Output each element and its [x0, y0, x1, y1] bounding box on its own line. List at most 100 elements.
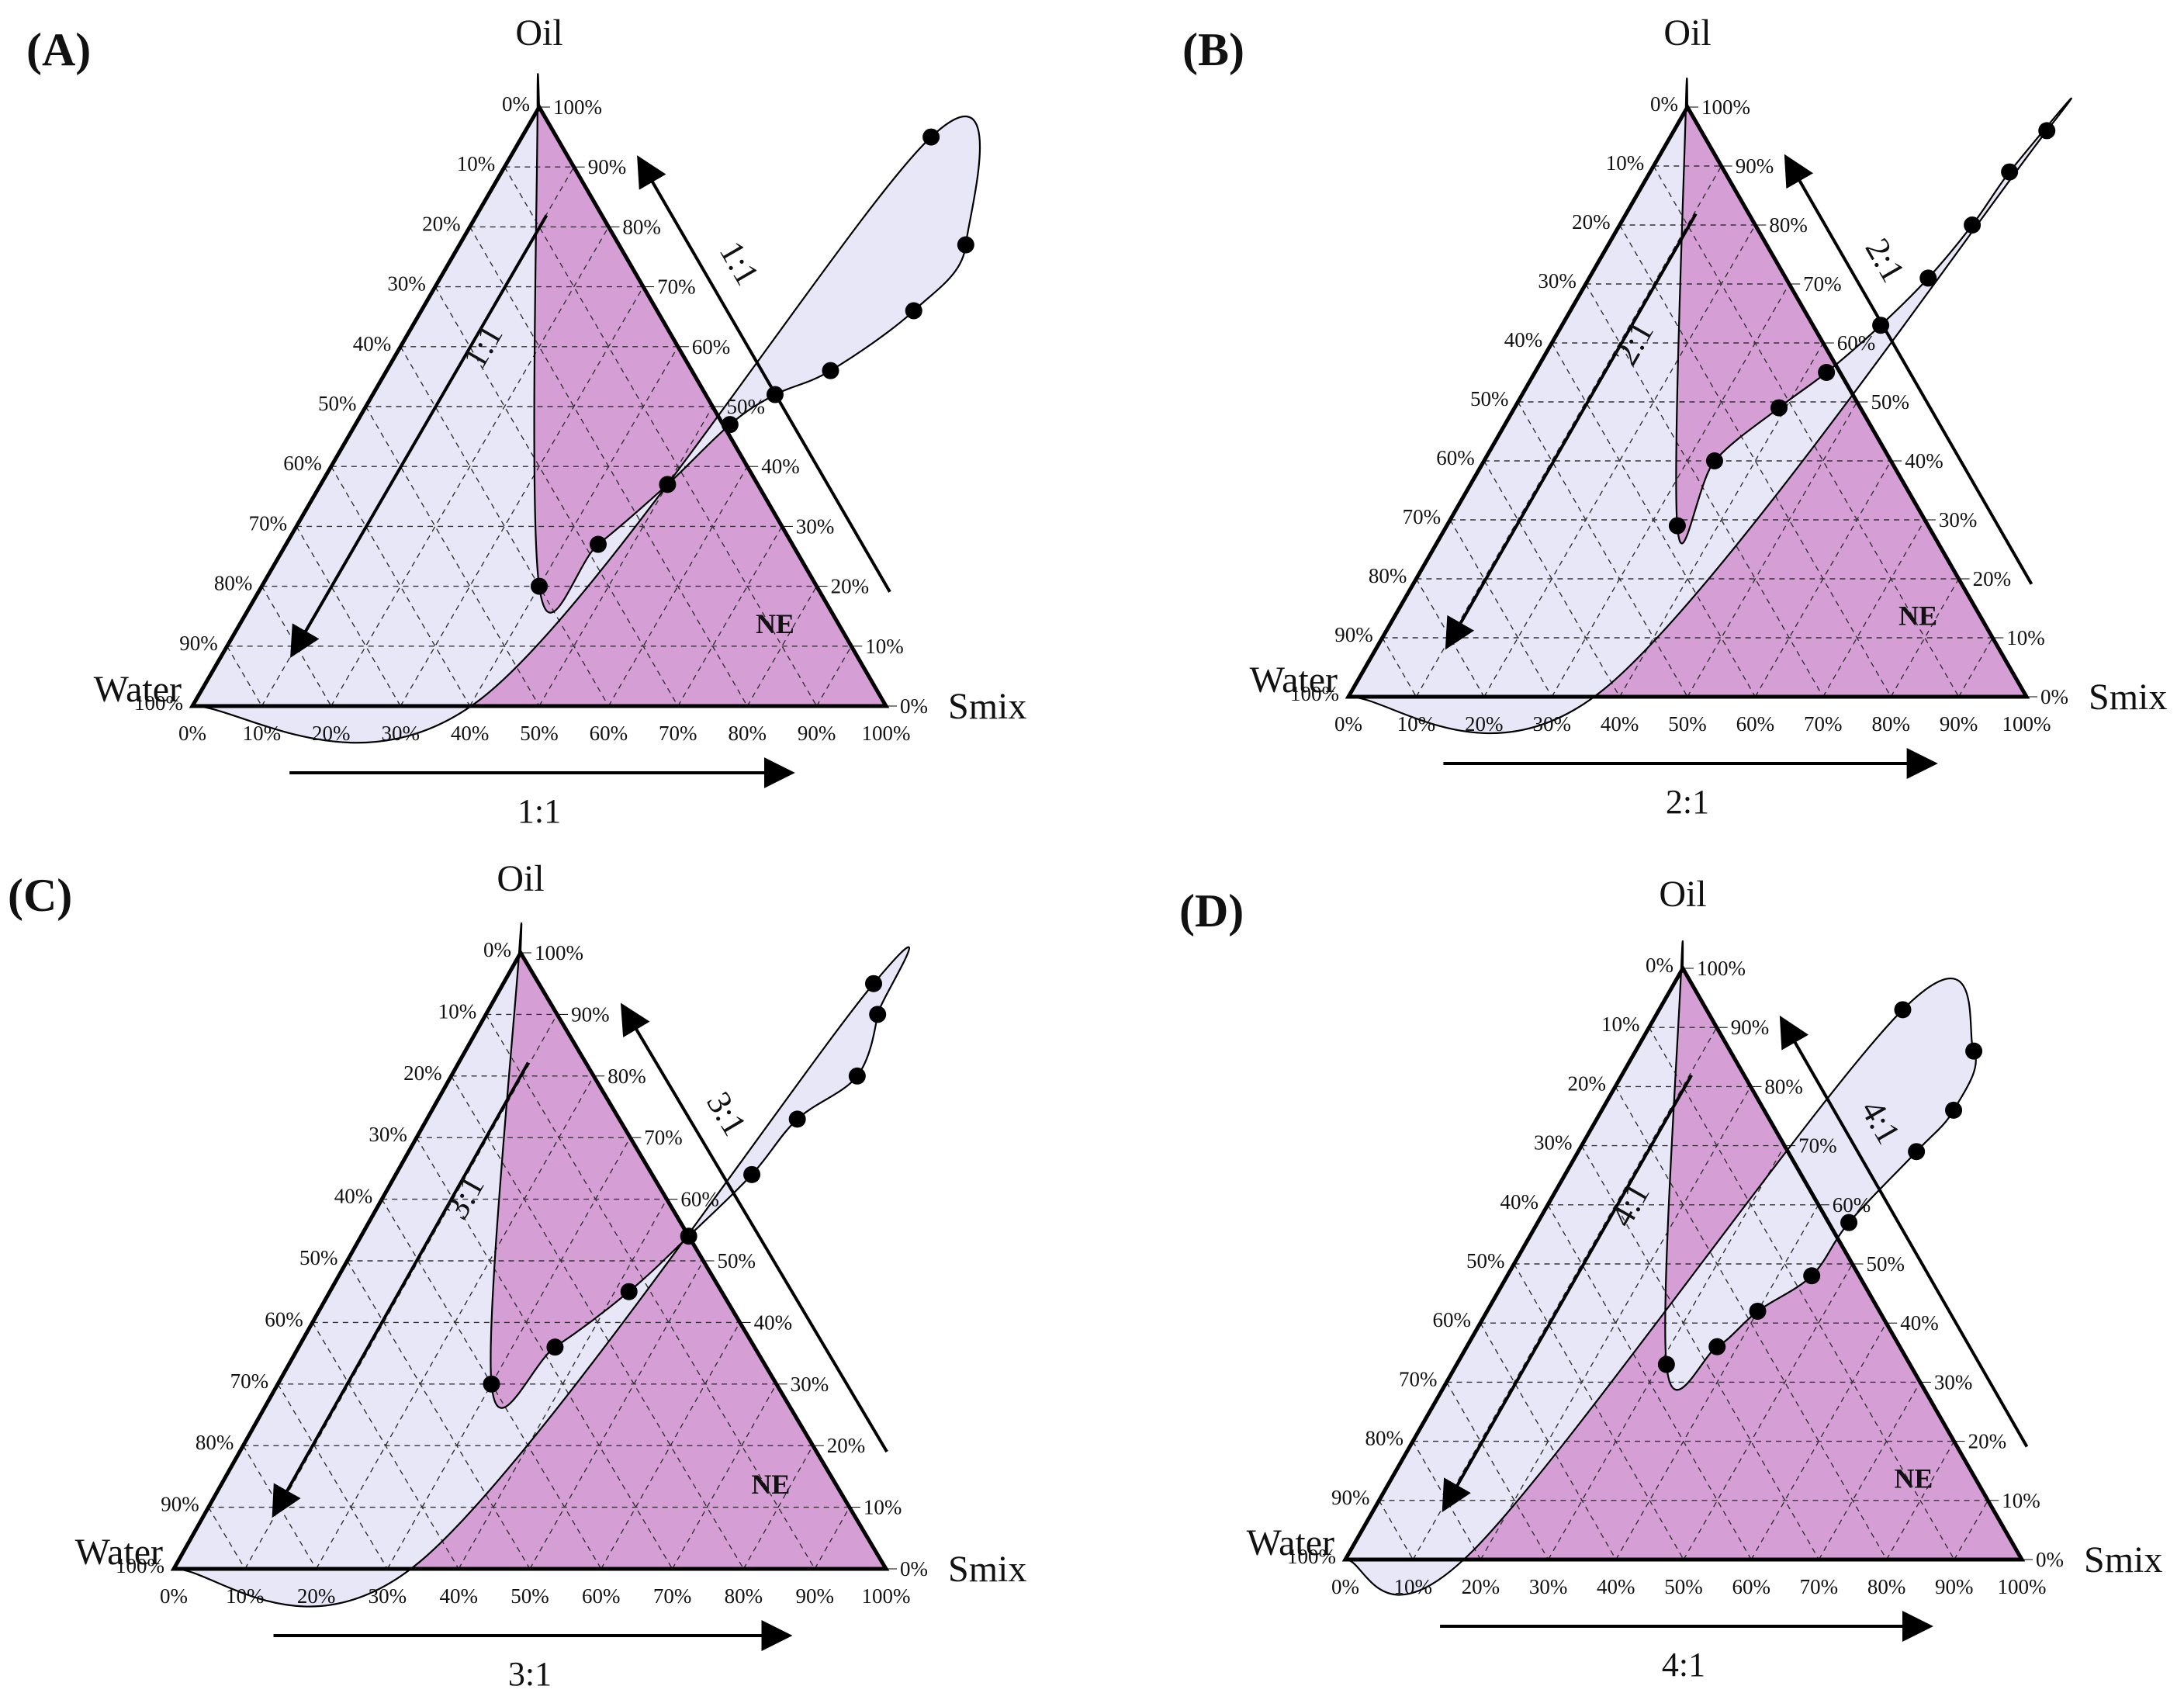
tick-label-bottom: 10%: [226, 1584, 265, 1608]
tick-label-right: 60%: [692, 335, 731, 358]
boundary-data-point: [1708, 1338, 1726, 1355]
tick-label-bottom: 90%: [1940, 712, 1978, 736]
tick-label-left: 30%: [369, 1123, 407, 1146]
boundary-data-point: [1818, 364, 1836, 381]
tick-label-bottom: 10%: [243, 722, 282, 745]
tick-label-bottom: 40%: [1597, 1575, 1635, 1598]
grid-line-smix: [1754, 460, 1892, 698]
grid-line-smix: [1618, 342, 1824, 698]
grid-line-water: [1480, 1322, 1617, 1560]
grid-line-water: [416, 1137, 673, 1570]
grid-line-smix: [1551, 283, 1790, 698]
panel-label: (C): [8, 870, 72, 921]
tick-label-bottom: 30%: [1532, 712, 1571, 736]
panel-label: (A): [26, 24, 91, 75]
grid-line-smix: [538, 406, 714, 707]
vertex-label-water: Water: [94, 669, 182, 710]
boundary-data-point: [2001, 163, 2019, 181]
tick-label-right: 30%: [1939, 508, 1978, 531]
tick-label-right: 40%: [754, 1310, 793, 1334]
tick-label-left: 90%: [1331, 1486, 1370, 1509]
ratio-label-bottom: 4:1: [1662, 1646, 1705, 1684]
ternary-chart-c: 0% 0% 0% 10% 10% 10% 20% 20% 20% 30% 30% 30% 40% 40% 4…: [8, 858, 1026, 1693]
grid-line-water: [1378, 1500, 1414, 1560]
grid-line-water: [1445, 1382, 1549, 1560]
boundary-data-point: [1919, 269, 1937, 287]
phase-boundary-curve: [192, 73, 981, 744]
tick-label-right: 50%: [1871, 390, 1910, 414]
tick-label-bottom: 50%: [1668, 712, 1707, 736]
tick-label-right: 40%: [1905, 449, 1943, 473]
tick-label-right: 70%: [1803, 272, 1842, 296]
boundary-data-point: [922, 128, 940, 146]
grid-line-water: [1551, 342, 1757, 698]
tick-label-bottom: 70%: [1804, 712, 1843, 736]
vertex-label-smix: Smix: [2084, 1539, 2162, 1580]
tick-label-right: 80%: [1764, 1075, 1803, 1098]
region-label-ne: NE: [751, 1469, 790, 1500]
grid-line-water: [365, 406, 540, 707]
grid-line-water: [1653, 165, 1960, 698]
tick-label-right: 80%: [607, 1065, 646, 1088]
boundary-data-point: [531, 577, 548, 595]
ratio-label-right: 1:1: [712, 235, 767, 292]
tick-label-right: 60%: [680, 1188, 719, 1211]
ternary-chart-b: 0% 0% 0% 10% 10% 10% 20% 20% 20% 30% 30% 30% 40% 40% 4…: [1182, 12, 2167, 821]
tick-label-left: 90%: [161, 1493, 199, 1516]
tick-label-right: 30%: [796, 514, 835, 538]
tick-label-bottom: 40%: [1601, 712, 1639, 736]
tick-label-left: 0%: [1650, 92, 1678, 116]
grid-line-smix: [1957, 637, 1993, 698]
vertex-label-oil: Oil: [497, 858, 544, 899]
tick-label-right: 10%: [864, 1496, 902, 1519]
ternary-chart-d: 0% 0% 0% 10% 10% 10% 20% 20% 20% 30% 30% 30% 40% 40% 4…: [1179, 874, 2162, 1684]
grid-line-smix: [601, 1322, 741, 1570]
boundary-data-point: [1965, 1042, 1983, 1060]
grid-line-smix: [814, 1507, 850, 1570]
boundary-data-point: [869, 1006, 887, 1023]
tick-label-right: 30%: [1934, 1370, 1973, 1394]
boundary-data-point: [546, 1338, 564, 1356]
tick-label-bottom: 10%: [1393, 1575, 1432, 1598]
boundary-data-point: [788, 1110, 806, 1128]
tick-label-right: 20%: [1968, 1430, 2007, 1453]
vertex-label-oil: Oil: [1659, 874, 1706, 915]
boundary-data-point: [2038, 122, 2056, 140]
multiphase-region: [174, 923, 909, 1607]
tick-label-bottom: 70%: [653, 1584, 692, 1608]
grid-line-smix: [1890, 578, 1960, 698]
grid-line-water: [1382, 637, 1417, 698]
grid-line-water: [1580, 1145, 1820, 1560]
tick-label-bottom: 70%: [1800, 1575, 1839, 1598]
tick-label-left: 10%: [438, 999, 477, 1023]
grid-line-water: [1412, 1441, 1482, 1560]
region-label-ne: NE: [1894, 1463, 1933, 1494]
ternary-chart-a: 0% 0% 0% 10% 10% 10% 20% 20% 20% 30% 30% 30% 40% 40% 4…: [26, 12, 1026, 830]
grid-line-smix: [331, 227, 610, 707]
tick-label-left: 30%: [1534, 1131, 1573, 1155]
tick-label-bottom: 60%: [1732, 1575, 1770, 1598]
tick-label-right: 0%: [900, 1557, 928, 1580]
grid-line-water: [1415, 578, 1485, 698]
phase-boundary-curve: [173, 922, 910, 1608]
tick-label-bottom: 20%: [1462, 1575, 1500, 1598]
grid-line-water: [261, 586, 332, 707]
axis-arrow-left: [272, 1061, 530, 1518]
tick-label-left: 50%: [1466, 1249, 1505, 1272]
boundary-data-point: [957, 236, 974, 254]
tick-label-left: 80%: [1365, 1427, 1404, 1450]
boundary-data-point: [589, 535, 607, 553]
tick-label-right: 20%: [1973, 567, 2012, 590]
tick-label-left: 30%: [387, 272, 426, 296]
boundary-data-point: [1803, 1267, 1821, 1285]
grid-line-water: [1517, 401, 1688, 698]
vertex-label-water: Water: [1247, 1522, 1334, 1563]
multiphase-region: [192, 74, 981, 743]
grid-line-water: [1449, 519, 1552, 698]
tick-label-right: 90%: [588, 155, 627, 178]
tick-label-left: 80%: [196, 1431, 234, 1454]
axis-arrow-right: [1784, 154, 2033, 585]
tick-label-right: 70%: [644, 1126, 683, 1149]
tick-label-bottom: 100%: [862, 722, 911, 745]
boundary-data-point: [1908, 1143, 1926, 1161]
